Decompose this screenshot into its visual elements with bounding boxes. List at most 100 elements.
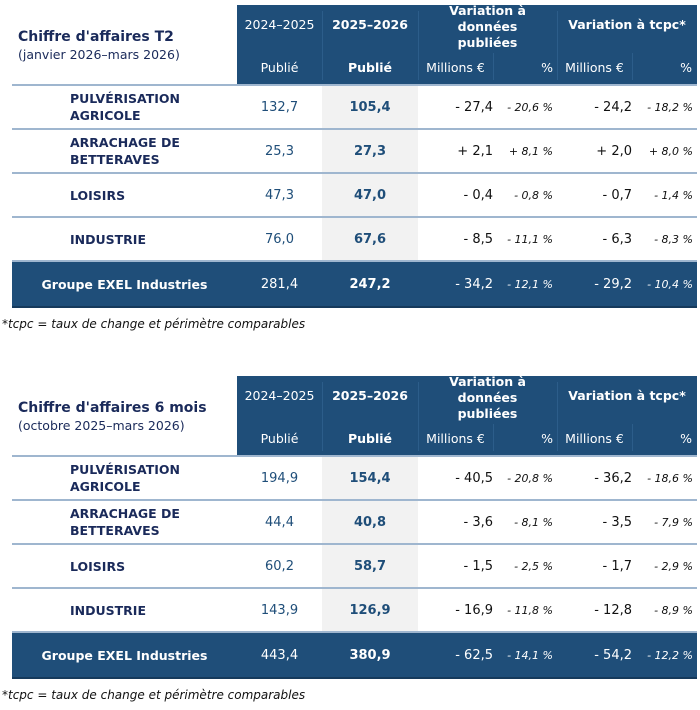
variation-tcpc-percent: + 8,0 % xyxy=(648,144,693,158)
variation-tcpc-millions: - 0,7 xyxy=(602,187,633,203)
variation-published-millions: - 3,6 xyxy=(463,514,494,530)
variation-tcpc-millions: - 36,2 xyxy=(594,470,632,486)
subheader-millions: Millions € xyxy=(565,59,624,75)
variation-tcpc-percent: - 8,9 % xyxy=(654,603,693,617)
value-prev-year: 443,4 xyxy=(260,647,299,663)
row-label: PULVÉRISATION AGRICOLE xyxy=(70,462,181,494)
variation-published-percent: - 8,1 % xyxy=(514,515,553,529)
variation-tcpc-percent: - 7,9 % xyxy=(654,515,693,529)
table-row: PULVÉRISATION AGRICOLE 132,7 105,4 - 27,… xyxy=(12,86,697,130)
value-prev-year: 143,9 xyxy=(260,602,299,618)
variation-published-percent: - 14,1 % xyxy=(507,648,553,662)
value-prev-year: 281,4 xyxy=(260,276,299,292)
total-row: Groupe EXEL Industries 443,4 380,9 - 62,… xyxy=(12,633,697,679)
subheader-percent: % xyxy=(680,59,692,75)
value-current-year: 126,9 xyxy=(322,589,418,631)
variation-tcpc-millions: - 29,2 xyxy=(594,276,632,292)
subheader-millions: Millions € xyxy=(565,430,624,446)
table-header: 2024–2025 2025–2026 Variation à données … xyxy=(237,3,697,86)
table-title-block: Chiffre d'affaires 6 mois (octobre 2025–… xyxy=(18,400,207,433)
header-variation-published: Variation à données publiées xyxy=(449,374,526,421)
variation-tcpc-millions: - 54,2 xyxy=(594,647,632,663)
table-title: Chiffre d'affaires 6 mois xyxy=(18,400,207,416)
table-row: ARRACHAGE DE BETTERAVES 44,4 40,8 - 3,6 … xyxy=(12,501,697,545)
table-row: LOISIRS 60,2 58,7 - 1,5 - 2,5 % - 1,7 - … xyxy=(12,545,697,589)
variation-published-percent: - 2,5 % xyxy=(514,559,553,573)
value-prev-year: 194,9 xyxy=(260,470,299,486)
table-row: ARRACHAGE DE BETTERAVES 25,3 27,3 + 2,1 … xyxy=(12,130,697,174)
header-variation-tcpc: Variation à tcpc* xyxy=(568,388,686,403)
header-variation-tcpc: Variation à tcpc* xyxy=(568,17,686,32)
value-current-year: 247,2 xyxy=(349,276,391,292)
subheader-published: Publié xyxy=(347,430,393,446)
variation-published-percent: + 8,1 % xyxy=(508,144,553,158)
value-current-year: 105,4 xyxy=(322,86,418,128)
value-current-year: 380,9 xyxy=(349,647,391,663)
variation-tcpc-percent: - 12,2 % xyxy=(647,648,693,662)
row-label: LOISIRS xyxy=(70,187,126,203)
variation-tcpc-millions: - 3,5 xyxy=(602,514,633,530)
variation-tcpc-millions: - 1,7 xyxy=(602,558,633,574)
value-current-year: 58,7 xyxy=(322,545,418,587)
table-row: LOISIRS 47,3 47,0 - 0,4 - 0,8 % - 0,7 - … xyxy=(12,174,697,218)
variation-published-percent: - 20,8 % xyxy=(507,471,553,485)
variation-published-millions: - 40,5 xyxy=(455,470,493,486)
value-prev-year: 60,2 xyxy=(265,558,294,574)
variation-published-millions: - 8,5 xyxy=(463,231,494,247)
value-prev-year: 76,0 xyxy=(265,231,294,247)
table-header: 2024–2025 2025–2026 Variation à données … xyxy=(237,374,697,457)
revenue-table: Chiffre d'affaires T2 (janvier 2026–mars… xyxy=(2,3,697,335)
variation-published-percent: - 11,8 % xyxy=(507,603,553,617)
variation-tcpc-percent: - 8,3 % xyxy=(654,232,693,246)
header-variation-published: Variation à données publiées xyxy=(449,3,526,50)
value-current-year: 27,3 xyxy=(322,130,418,172)
variation-published-percent: - 12,1 % xyxy=(507,277,553,291)
subheader-published: Publié xyxy=(260,59,299,75)
variation-tcpc-millions: + 2,0 xyxy=(596,143,632,159)
row-label: ARRACHAGE DE BETTERAVES xyxy=(70,506,180,538)
row-label: PULVÉRISATION AGRICOLE xyxy=(70,91,181,123)
table-subtitle: (janvier 2026–mars 2026) xyxy=(18,47,180,62)
variation-tcpc-percent: - 10,4 % xyxy=(647,277,693,291)
subheader-percent: % xyxy=(541,59,553,75)
value-prev-year: 132,7 xyxy=(260,99,299,115)
value-current-year: 40,8 xyxy=(322,501,418,543)
subheader-percent: % xyxy=(680,430,692,446)
variation-tcpc-millions: - 6,3 xyxy=(602,231,633,247)
variation-published-percent: - 11,1 % xyxy=(507,232,553,246)
subheader-published: Publié xyxy=(347,59,393,75)
variation-published-percent: - 20,6 % xyxy=(507,100,553,114)
variation-tcpc-millions: - 12,8 xyxy=(594,602,632,618)
header-year-current: 2025–2026 xyxy=(332,388,408,403)
variation-tcpc-millions: - 24,2 xyxy=(594,99,632,115)
header-year-prev: 2024–2025 xyxy=(244,17,315,32)
row-label: Groupe EXEL Industries xyxy=(41,647,208,663)
variation-published-millions: - 1,5 xyxy=(463,558,494,574)
value-current-year: 67,6 xyxy=(322,218,418,260)
row-label: LOISIRS xyxy=(70,558,126,574)
subheader-millions: Millions € xyxy=(426,430,485,446)
variation-published-millions: - 62,5 xyxy=(455,647,493,663)
table-row: PULVÉRISATION AGRICOLE 194,9 154,4 - 40,… xyxy=(12,457,697,501)
table-subtitle: (octobre 2025–mars 2026) xyxy=(18,418,185,433)
row-label: INDUSTRIE xyxy=(70,231,146,247)
variation-tcpc-percent: - 18,6 % xyxy=(647,471,693,485)
value-current-year: 154,4 xyxy=(322,457,418,499)
row-label: ARRACHAGE DE BETTERAVES xyxy=(70,135,180,167)
row-label: INDUSTRIE xyxy=(70,602,146,618)
variation-tcpc-percent: - 2,9 % xyxy=(654,559,693,573)
header-year-current: 2025–2026 xyxy=(332,17,408,32)
variation-published-millions: + 2,1 xyxy=(457,143,493,159)
variation-published-millions: - 27,4 xyxy=(455,99,493,115)
revenue-table: Chiffre d'affaires 6 mois (octobre 2025–… xyxy=(2,374,697,706)
table-row: INDUSTRIE 143,9 126,9 - 16,9 - 11,8 % - … xyxy=(12,589,697,633)
variation-published-millions: - 0,4 xyxy=(463,187,494,203)
value-prev-year: 44,4 xyxy=(265,514,294,530)
value-current-year: 47,0 xyxy=(322,174,418,216)
variation-published-percent: - 0,8 % xyxy=(514,188,553,202)
variation-published-millions: - 34,2 xyxy=(455,276,493,292)
variation-tcpc-percent: - 18,2 % xyxy=(647,100,693,114)
subheader-percent: % xyxy=(541,430,553,446)
subheader-published: Publié xyxy=(260,430,299,446)
header-year-prev: 2024–2025 xyxy=(244,388,315,403)
